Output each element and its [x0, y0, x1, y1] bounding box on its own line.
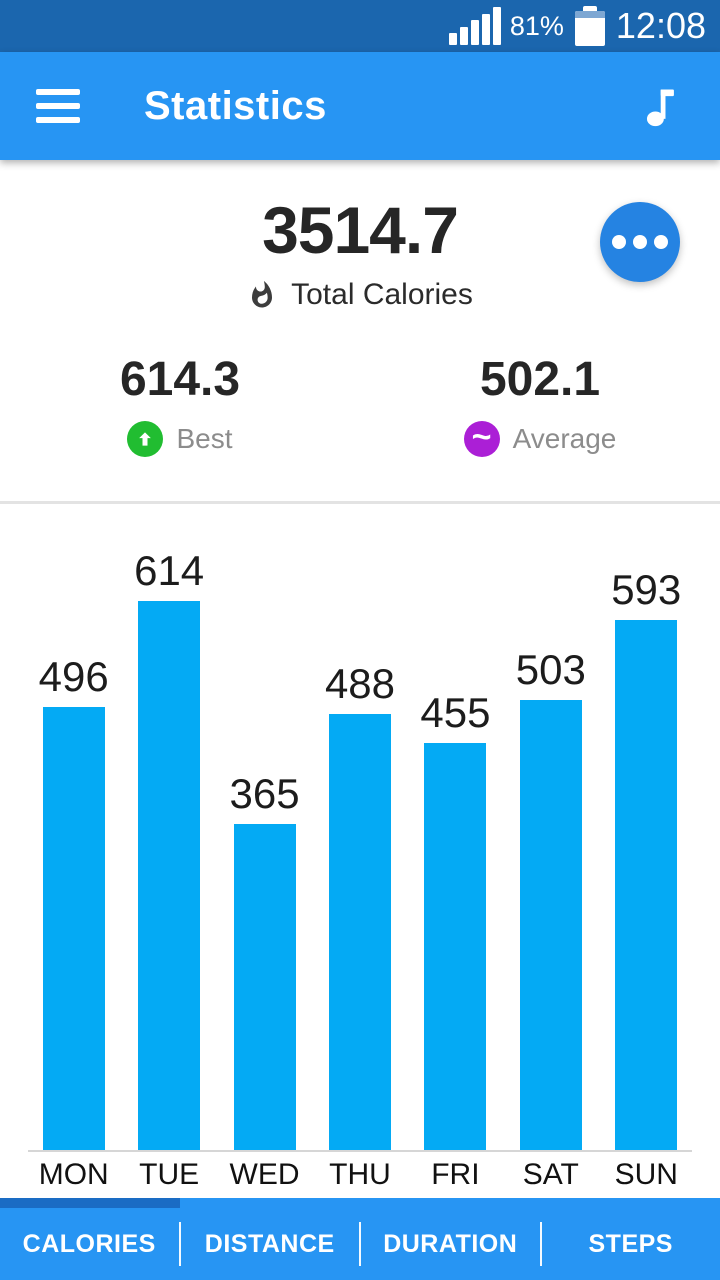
day-label-fri: FRI	[431, 1158, 480, 1191]
bar-column-sun[interactable]: 593	[599, 566, 694, 1150]
best-label: Best	[176, 423, 233, 454]
tab-divider	[539, 1222, 542, 1266]
best-value: 614.3	[119, 353, 241, 406]
tab-calories[interactable]: CALORIES	[22, 1229, 156, 1258]
bar-column-fri[interactable]: 455	[408, 689, 503, 1150]
bar-value-label: 614	[134, 547, 205, 594]
bar[interactable]	[138, 601, 201, 1150]
tab-divider	[178, 1222, 181, 1266]
calories-bar-chart: 496 614 365 488 455 503 593 MON TUE WED THU FRI SAT…	[0, 504, 720, 1198]
page-title: Statistics	[144, 83, 327, 128]
summary-section: 3514.7 Total Calories 614.3 Best 502.1	[0, 160, 720, 501]
bar[interactable]	[615, 620, 678, 1150]
more-options-button[interactable]	[600, 202, 680, 282]
bar-value-label: 365	[229, 770, 300, 817]
bar[interactable]	[328, 714, 391, 1150]
average-value: 502.1	[479, 353, 601, 406]
up-arrow-icon	[127, 421, 164, 457]
total-calories-row: Total Calories	[0, 278, 720, 312]
status-icons: 81% 12:08	[448, 4, 706, 48]
flame-icon	[252, 280, 273, 308]
bar-column-thu[interactable]: 488	[312, 660, 407, 1150]
bar[interactable]	[42, 707, 105, 1150]
signal-strength-icon	[448, 7, 501, 45]
bar-value-label: 496	[38, 653, 109, 700]
tilde-icon: ~	[463, 420, 500, 457]
bar[interactable]	[233, 824, 296, 1150]
tab-steps[interactable]: STEPS	[588, 1229, 673, 1258]
bar-column-wed[interactable]: 365	[217, 770, 312, 1150]
tab-distance[interactable]: DISTANCE	[204, 1229, 335, 1258]
bar[interactable]	[424, 743, 487, 1150]
hamburger-menu-icon[interactable]	[36, 89, 80, 123]
total-calories-value: 3514.7	[262, 193, 459, 267]
day-label-wed: WED	[229, 1158, 300, 1191]
day-label-thu: THU	[329, 1158, 391, 1191]
bar-column-sat[interactable]: 503	[503, 646, 598, 1150]
x-axis-labels: MON TUE WED THU FRI SAT SUN	[0, 1152, 720, 1192]
day-label-sat: SAT	[522, 1158, 579, 1191]
music-note-icon[interactable]	[634, 78, 690, 134]
bar-column-mon[interactable]: 496	[26, 653, 121, 1150]
bar-column-tue[interactable]: 614	[121, 547, 216, 1150]
x-axis-line	[28, 1150, 692, 1152]
day-label-tue: TUE	[139, 1158, 200, 1191]
active-tab-indicator	[0, 1198, 180, 1208]
day-label-sun: SUN	[614, 1158, 678, 1191]
bottom-tab-bar: CALORIES DISTANCE DURATION STEPS	[0, 1198, 720, 1280]
best-stat: 614.3 Best	[0, 352, 360, 457]
clock-label: 12:08	[615, 5, 706, 46]
bar-value-label: 455	[420, 689, 491, 736]
average-stat: 502.1 ~ Average	[360, 352, 720, 457]
tab-duration[interactable]: DURATION	[383, 1229, 518, 1258]
battery-icon	[574, 4, 605, 48]
battery-percent-label: 81%	[509, 10, 564, 41]
bar-value-label: 503	[515, 646, 586, 693]
day-label-mon: MON	[38, 1158, 109, 1191]
bar[interactable]	[519, 700, 582, 1150]
bar-value-label: 488	[324, 660, 396, 707]
app-bar: Statistics	[0, 52, 720, 160]
total-calories-label: Total Calories	[291, 278, 473, 311]
status-bar: 81% 12:08	[0, 0, 720, 52]
section-divider	[0, 501, 720, 504]
bar-value-label: 593	[611, 566, 682, 613]
best-average-row: 614.3 Best 502.1 ~ Average	[0, 352, 720, 457]
average-label: Average	[512, 423, 617, 454]
tab-divider	[359, 1222, 361, 1266]
chart-bars: 496 614 365 488 455 503 593	[0, 504, 720, 1150]
ellipsis-icon	[612, 235, 626, 249]
